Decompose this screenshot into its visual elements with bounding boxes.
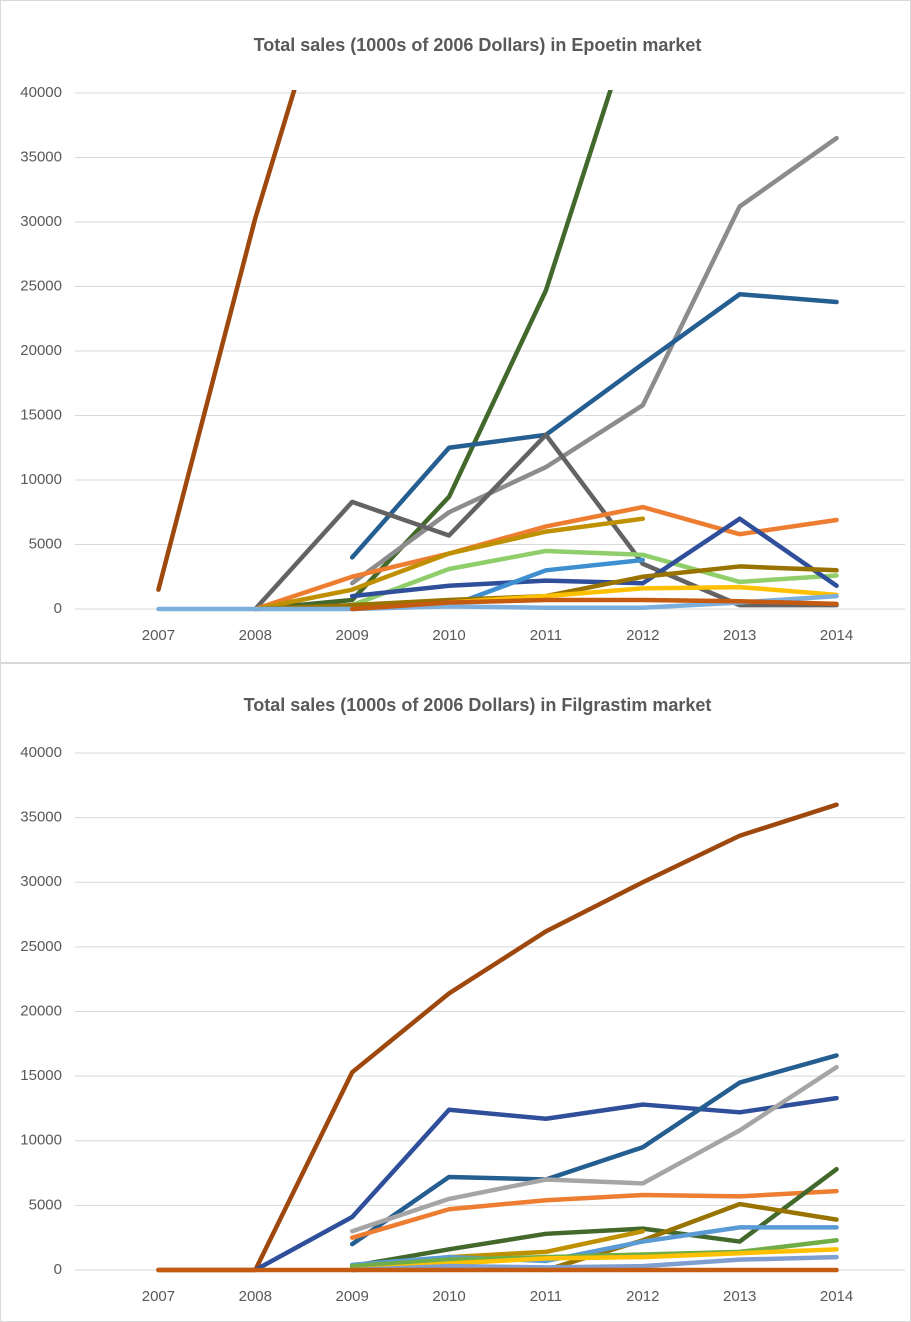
series-line [156,90,297,592]
series-line [349,1254,839,1273]
y-tick-label: 25000 [20,938,62,955]
x-tick-label: 2009 [336,627,369,644]
series-line [446,584,839,605]
y-tick-label: 0 [54,600,62,617]
series-line [253,504,839,612]
series-line [253,432,839,612]
chart-title: Total sales (1000s of 2006 Dollars) in E… [254,35,702,55]
y-tick-label: 20000 [20,342,62,359]
series-line [349,548,839,608]
x-tick-label: 2011 [530,627,562,644]
series-line [349,1053,839,1247]
x-tick-label: 2007 [142,1288,175,1305]
series-line [156,802,839,1273]
chart-frame [0,0,911,663]
x-tick-label: 2010 [432,627,465,644]
x-tick-label: 2013 [723,1288,756,1305]
y-tick-label: 30000 [20,873,62,890]
y-tick-label: 15000 [20,406,62,423]
x-tick-label: 2012 [626,627,659,644]
y-tick-label: 35000 [20,148,62,165]
x-tick-label: 2008 [239,1288,272,1305]
y-tick-label: 5000 [29,1196,62,1213]
series-line [349,291,839,560]
plot [156,90,839,612]
y-tick-label: 15000 [20,1067,62,1084]
x-tick-label: 2014 [820,1288,853,1305]
series-line [253,516,646,612]
series-line [349,135,839,586]
y-tick-label: 10000 [20,471,62,488]
series-line [349,516,839,599]
chart-frame [0,663,911,1322]
y-tick-label: 20000 [20,1002,62,1019]
y-tick-label: 40000 [20,84,62,101]
x-tick-label: 2009 [336,1288,369,1305]
series-line [349,1064,839,1234]
plot [156,802,839,1273]
chart-title: Total sales (1000s of 2006 Dollars) in F… [244,695,712,715]
y-tick-label: 10000 [20,1132,62,1149]
x-tick-label: 2011 [530,1288,562,1305]
x-tick-label: 2013 [723,627,756,644]
x-tick-label: 2014 [820,627,853,644]
series-line [253,1095,839,1273]
x-tick-label: 2007 [142,627,175,644]
y-tick-label: 30000 [20,213,62,230]
series-line [446,557,646,609]
y-tick-label: 25000 [20,277,62,294]
series-line [349,597,839,612]
series-line [349,1188,839,1240]
series-line [156,593,839,612]
y-tick-label: 0 [54,1261,62,1278]
x-tick-label: 2010 [432,1288,465,1305]
series-line [349,1225,839,1268]
y-tick-label: 40000 [20,744,62,761]
x-tick-label: 2008 [239,627,272,644]
y-tick-label: 35000 [20,809,62,826]
x-tick-label: 2012 [626,1288,659,1305]
series-line [253,90,613,612]
y-tick-label: 5000 [29,535,62,552]
